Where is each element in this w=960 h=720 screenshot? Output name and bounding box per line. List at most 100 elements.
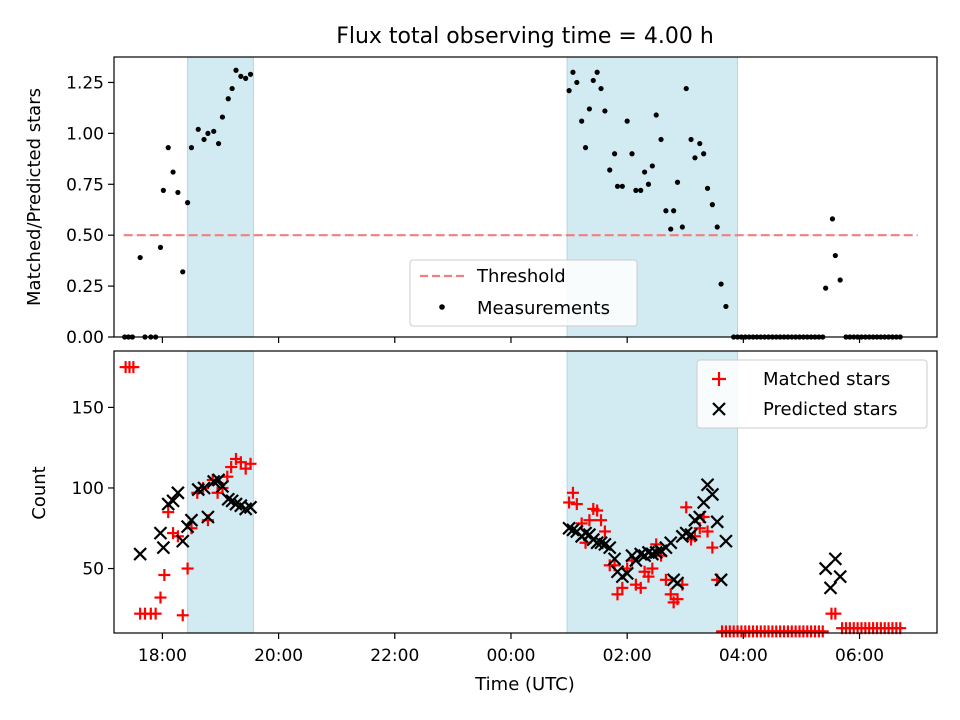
measurement-point bbox=[205, 130, 211, 136]
matched-star-point bbox=[566, 486, 579, 499]
matched-star-point bbox=[598, 525, 611, 538]
legend-matched-swatch bbox=[712, 372, 726, 386]
measurement-point bbox=[837, 277, 843, 283]
measurement-point bbox=[697, 140, 703, 147]
matched-star-point bbox=[816, 625, 829, 638]
predicted-star-point bbox=[211, 473, 226, 487]
measurement-point bbox=[238, 73, 244, 79]
count-x-axis: 18:00 20:00 22:00 00:00 02:00 04:00 06:00 bbox=[138, 633, 884, 666]
measurement-point bbox=[180, 269, 186, 275]
measurement-point bbox=[723, 303, 729, 310]
measurement-point bbox=[201, 136, 207, 143]
y-tick-label: 50 bbox=[82, 560, 104, 580]
x-tick-label: 02:00 bbox=[603, 646, 652, 666]
measurement-point bbox=[649, 163, 655, 169]
predicted-star-point bbox=[833, 569, 847, 584]
predicted-star-point bbox=[243, 500, 258, 515]
predicted-star-point bbox=[705, 487, 720, 502]
measurement-point bbox=[638, 187, 644, 193]
predicted-star-point bbox=[153, 526, 168, 540]
measurement-point bbox=[823, 285, 829, 291]
predicted-star-point bbox=[171, 486, 185, 500]
y-tick-label: 0.75 bbox=[66, 175, 104, 195]
measurement-point bbox=[658, 136, 664, 143]
ratio-y-axis-label: Matched/Predicted stars bbox=[24, 88, 45, 306]
predicted-star-point bbox=[197, 481, 211, 495]
x-tick-label: 00:00 bbox=[486, 646, 535, 666]
predicted-star-point bbox=[201, 510, 215, 524]
counts-layer bbox=[119, 361, 907, 638]
matched-star-point bbox=[563, 496, 576, 509]
matched-star-point bbox=[642, 570, 655, 583]
matched-star-point bbox=[570, 498, 583, 511]
y-tick-label: 0.50 bbox=[66, 226, 104, 246]
matched-star-point bbox=[149, 607, 162, 620]
measurement-point bbox=[233, 67, 239, 73]
measurement-point bbox=[602, 108, 608, 114]
count-y-axis: 50 100 150 bbox=[72, 398, 114, 580]
measurement-point bbox=[663, 208, 669, 214]
x-axis-label: Time (UTC) bbox=[474, 674, 575, 695]
matched-star-point bbox=[244, 457, 257, 470]
legend-measurements-swatch bbox=[439, 304, 445, 310]
matched-star-point bbox=[829, 607, 842, 620]
measurement-point bbox=[574, 79, 580, 86]
predicted-star-point bbox=[684, 527, 698, 542]
measurement-point bbox=[614, 183, 621, 189]
measurement-point bbox=[701, 151, 707, 157]
measurement-point bbox=[175, 189, 181, 196]
measurement-point bbox=[633, 187, 639, 193]
predicted-star-point bbox=[602, 540, 617, 555]
predicted-star-point bbox=[645, 547, 660, 561]
measurement-point bbox=[671, 208, 677, 214]
matched-star-point bbox=[894, 622, 907, 635]
matched-star-point bbox=[181, 562, 194, 575]
measurement-point bbox=[157, 244, 164, 250]
measurement-point bbox=[594, 69, 600, 75]
measurement-point bbox=[219, 114, 226, 120]
matched-star-point bbox=[591, 504, 604, 517]
measurement-point bbox=[829, 216, 836, 222]
measurement-point bbox=[229, 85, 235, 92]
count-legend: Matched stars Predicted stars bbox=[696, 359, 928, 429]
measurement-point bbox=[170, 169, 176, 175]
measurement-point bbox=[668, 226, 674, 232]
measurement-point bbox=[247, 71, 254, 77]
measurement-point bbox=[624, 118, 630, 124]
matched-star-point bbox=[659, 573, 672, 586]
matched-star-point bbox=[701, 525, 714, 538]
measurement-point bbox=[653, 112, 659, 118]
y-tick-label: 150 bbox=[72, 398, 104, 418]
matched-star-point bbox=[611, 588, 624, 601]
predicted-star-point bbox=[607, 552, 622, 566]
count-legend-box bbox=[696, 359, 928, 429]
measurement-point bbox=[243, 75, 249, 81]
measurement-point bbox=[188, 145, 195, 151]
x-tick-label: 18:00 bbox=[138, 646, 187, 666]
y-tick-label: 1.00 bbox=[66, 124, 104, 144]
measurement-point bbox=[586, 106, 593, 112]
predicted-star-point bbox=[719, 534, 733, 548]
predicted-star-point bbox=[133, 547, 147, 561]
matched-star-point bbox=[583, 514, 596, 527]
measurement-point bbox=[165, 145, 171, 151]
measurement-point bbox=[582, 145, 589, 151]
matched-star-point bbox=[127, 361, 140, 374]
measurement-point bbox=[619, 183, 625, 189]
matched-star-point bbox=[650, 538, 663, 551]
measurement-point bbox=[225, 96, 231, 102]
legend-predicted-label: Predicted stars bbox=[763, 399, 897, 420]
measurement-point bbox=[598, 85, 604, 92]
legend-matched-label: Matched stars bbox=[763, 369, 890, 390]
predicted-star-point bbox=[562, 521, 576, 536]
ratio-x-ticks bbox=[161, 337, 861, 343]
ratio-legend: Threshold Measurements bbox=[409, 259, 638, 327]
matched-star-point bbox=[706, 541, 719, 554]
predicted-star-point bbox=[828, 552, 843, 566]
measurement-point bbox=[607, 167, 613, 173]
predicted-star-point bbox=[175, 534, 190, 548]
ratio-legend-box bbox=[409, 259, 638, 327]
measurement-point bbox=[137, 254, 143, 261]
y-tick-label: 100 bbox=[72, 479, 104, 499]
measurement-point bbox=[566, 88, 572, 94]
